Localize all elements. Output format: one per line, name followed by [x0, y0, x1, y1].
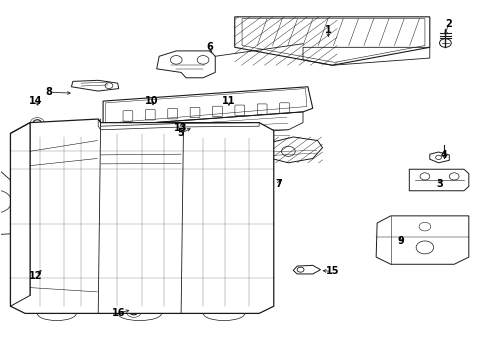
Text: 9: 9 — [396, 236, 403, 246]
Text: 4: 4 — [440, 150, 447, 160]
Text: 10: 10 — [145, 96, 158, 106]
Text: 12: 12 — [29, 271, 42, 281]
Text: 3: 3 — [435, 179, 442, 189]
Polygon shape — [10, 119, 273, 314]
Text: 14: 14 — [29, 96, 42, 106]
Text: 2: 2 — [444, 19, 451, 29]
Text: 8: 8 — [45, 87, 52, 97]
Text: 5: 5 — [177, 129, 184, 138]
Text: 11: 11 — [222, 96, 235, 106]
Text: 6: 6 — [205, 42, 212, 52]
Text: 16: 16 — [112, 308, 125, 318]
Text: 1: 1 — [325, 25, 331, 35]
Text: 15: 15 — [325, 266, 338, 276]
Text: 13: 13 — [174, 123, 187, 133]
Text: 7: 7 — [275, 179, 282, 189]
